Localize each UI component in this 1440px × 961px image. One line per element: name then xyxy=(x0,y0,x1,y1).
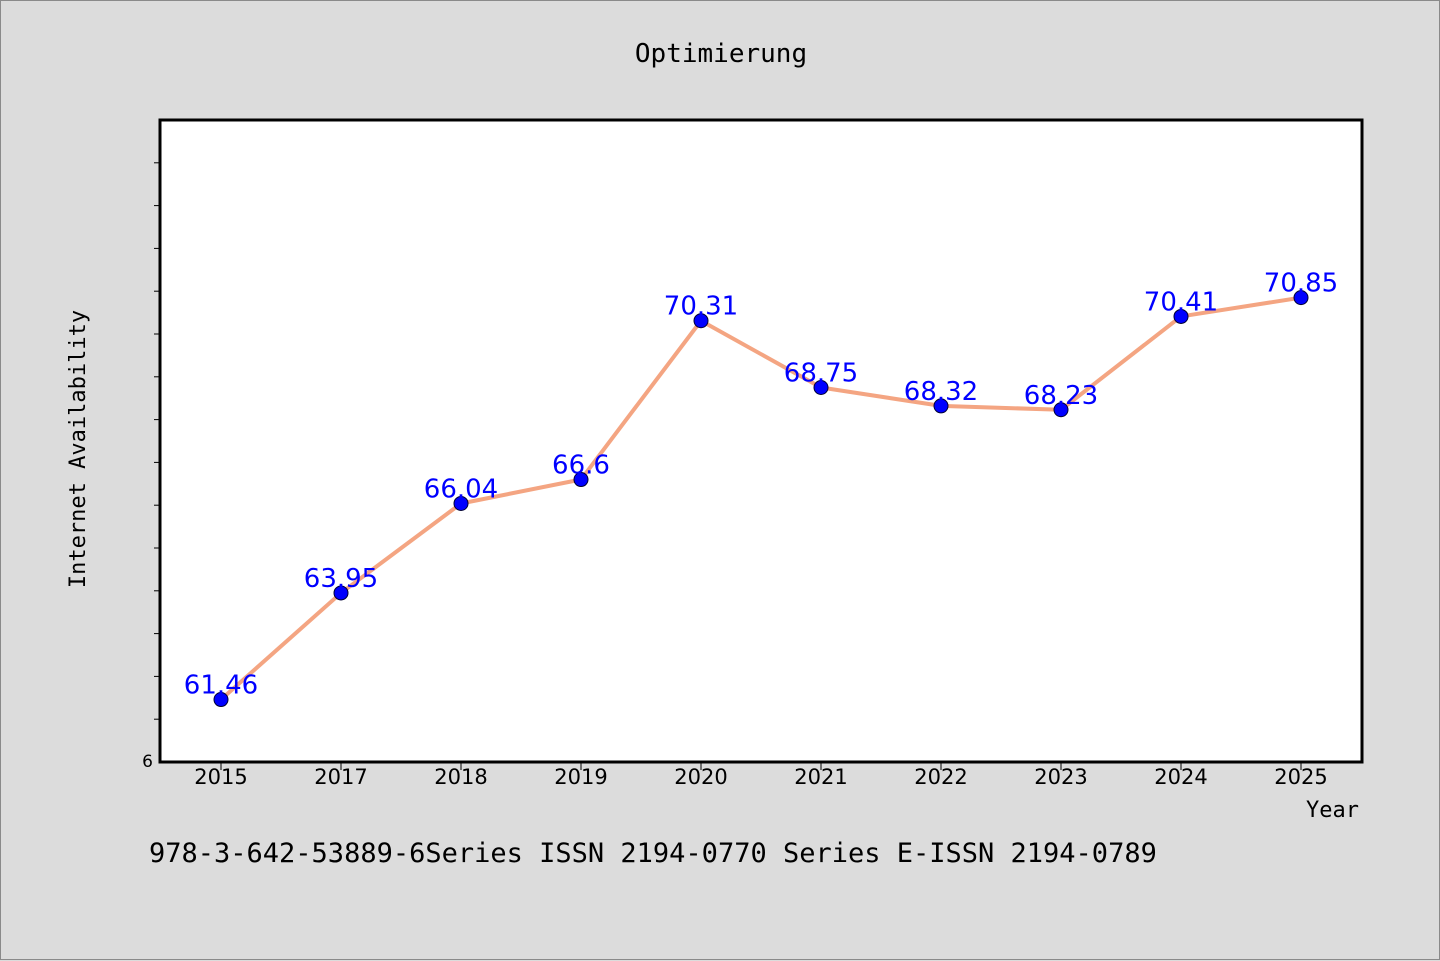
x-tick-label: 2025 xyxy=(1274,765,1327,789)
y-axis-label: Internet Availability xyxy=(66,310,91,588)
data-label: 66.04 xyxy=(424,474,498,504)
footer-isbn-text: 978-3-642-53889-6Series ISSN 2194-0770 S… xyxy=(149,838,1157,869)
data-label: 70.41 xyxy=(1144,287,1218,317)
x-tick-label: 2015 xyxy=(194,765,247,789)
data-label: 66.6 xyxy=(552,451,610,481)
data-point[interactable] xyxy=(453,495,469,511)
x-tick-label: 2024 xyxy=(1154,765,1207,789)
x-tick-label: 2019 xyxy=(554,765,607,789)
chart-title: Optimierung xyxy=(635,39,807,69)
y-axis-min-label: 6 xyxy=(142,752,153,772)
x-tick-label: 2018 xyxy=(434,765,487,789)
x-axis-ticks: 2015 2017 2018 2019 2020 2021 2022 2023 2024 2025 xyxy=(194,762,1328,789)
data-point[interactable] xyxy=(933,398,949,414)
x-tick-label: 2022 xyxy=(914,765,967,789)
data-label: 70.31 xyxy=(664,292,738,322)
x-axis-label: Year xyxy=(1306,798,1359,823)
data-label: 61.46 xyxy=(184,671,258,701)
series-group: 61.46 63.95 66.04 66.6 70.31 68.75 68.32 68.23 7… xyxy=(184,269,1338,708)
data-point[interactable] xyxy=(333,585,349,601)
data-label: 68.75 xyxy=(784,359,858,389)
data-point[interactable] xyxy=(213,692,229,708)
data-label: 63.95 xyxy=(304,564,378,594)
data-label: 70.85 xyxy=(1264,269,1338,299)
data-point[interactable] xyxy=(1053,402,1069,418)
x-tick-label: 2023 xyxy=(1034,765,1087,789)
y-axis-ticks xyxy=(154,162,160,720)
data-label: 68.23 xyxy=(1024,381,1098,411)
data-point[interactable] xyxy=(813,380,829,395)
x-tick-label: 2017 xyxy=(314,765,367,789)
x-tick-label: 2020 xyxy=(674,765,727,789)
plot-area xyxy=(158,118,1364,764)
series-line xyxy=(219,295,1302,702)
data-point[interactable] xyxy=(693,313,709,329)
x-tick-label: 2021 xyxy=(794,765,847,789)
data-label: 68.32 xyxy=(904,377,978,407)
data-point[interactable] xyxy=(1173,308,1189,324)
data-point[interactable] xyxy=(1293,290,1309,306)
data-point[interactable] xyxy=(573,472,589,488)
